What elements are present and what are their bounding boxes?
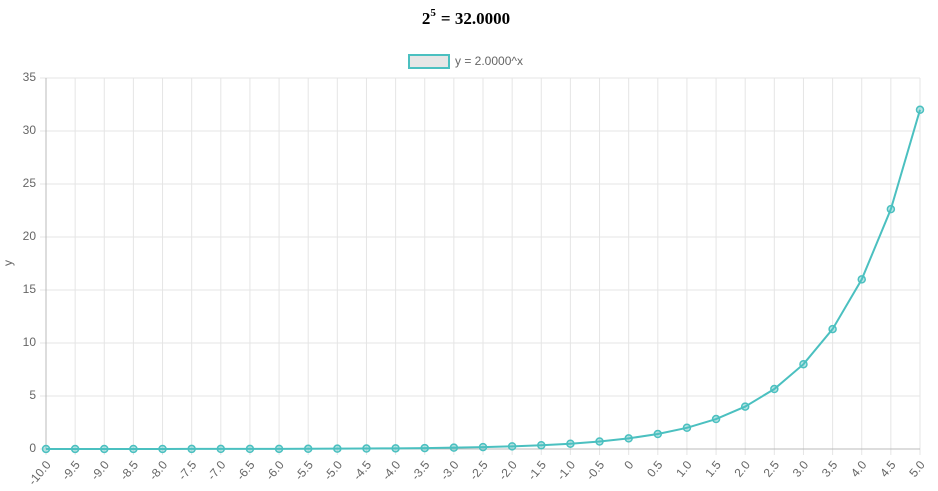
x-tick-label: 2.0 bbox=[731, 458, 753, 480]
y-axis-label: y bbox=[1, 260, 15, 266]
point bbox=[711, 414, 721, 424]
point bbox=[274, 444, 284, 454]
point bbox=[857, 275, 866, 284]
title-result: = 32.0000 bbox=[441, 9, 510, 28]
x-tick-label: -2.0 bbox=[496, 458, 520, 483]
legend-swatch bbox=[408, 54, 450, 69]
x-tick-label: -0.5 bbox=[583, 458, 607, 483]
x-tick-label: -10.0 bbox=[25, 458, 54, 488]
x-tick-label: -7.0 bbox=[205, 458, 229, 483]
x-tick-label: -4.0 bbox=[379, 458, 403, 483]
y-tick-label: 25 bbox=[23, 176, 37, 190]
x-tick-label: -5.5 bbox=[292, 458, 316, 483]
y-tick-label: 15 bbox=[23, 282, 37, 296]
legend-label: y = 2.0000^x bbox=[455, 54, 523, 68]
x-tick-label: 5.0 bbox=[906, 458, 928, 480]
x-tick-label: -9.0 bbox=[88, 458, 112, 483]
title-exponent: 5 bbox=[430, 7, 436, 19]
point bbox=[799, 359, 808, 369]
x-tick-label: -1.0 bbox=[554, 458, 578, 483]
x-tick-label: -9.5 bbox=[59, 458, 83, 483]
point bbox=[915, 105, 925, 115]
point bbox=[158, 444, 167, 454]
point bbox=[303, 444, 313, 454]
point bbox=[740, 402, 750, 411]
point bbox=[449, 443, 459, 452]
x-tick-label: 0 bbox=[621, 458, 636, 472]
x-tick-label: -2.5 bbox=[467, 458, 491, 483]
point bbox=[100, 444, 109, 454]
x-tick-label: 0.5 bbox=[644, 458, 666, 480]
point bbox=[886, 204, 896, 214]
point bbox=[245, 444, 255, 454]
point bbox=[537, 440, 546, 450]
line bbox=[46, 109, 921, 450]
x-tick-label: 1.0 bbox=[673, 458, 695, 480]
point bbox=[362, 444, 371, 453]
x-tick-label: -8.5 bbox=[117, 458, 141, 483]
y-tick-label: 20 bbox=[23, 229, 37, 243]
point bbox=[566, 439, 575, 448]
point bbox=[828, 324, 837, 334]
y-tick-label: 5 bbox=[29, 388, 36, 402]
point bbox=[129, 444, 138, 454]
point bbox=[420, 443, 429, 453]
x-tick-label: -4.5 bbox=[350, 458, 374, 483]
point bbox=[507, 442, 517, 451]
title-base: 2 bbox=[422, 9, 431, 28]
point bbox=[187, 444, 196, 454]
point bbox=[70, 444, 80, 454]
x-tick-label: -1.5 bbox=[525, 458, 549, 483]
point bbox=[595, 437, 604, 446]
x-tick-label: -7.5 bbox=[175, 458, 199, 483]
point bbox=[333, 444, 342, 453]
x-tick-label: 3.5 bbox=[819, 458, 841, 480]
x-tick-label: -6.0 bbox=[263, 458, 287, 483]
y-tick-label: 30 bbox=[23, 123, 37, 137]
point bbox=[216, 444, 226, 454]
point bbox=[624, 434, 633, 443]
x-tick-label: -3.5 bbox=[408, 458, 432, 483]
chart-title: 25 = 32.0000 bbox=[422, 7, 510, 28]
y-tick-label: 0 bbox=[29, 441, 36, 455]
x-tick-label: -6.5 bbox=[234, 458, 258, 483]
x-tick-label: -5.0 bbox=[321, 458, 345, 483]
x-tick-label: 3.0 bbox=[790, 458, 812, 480]
point bbox=[41, 444, 51, 454]
y-tick-label: 35 bbox=[23, 70, 37, 84]
point bbox=[391, 444, 400, 453]
y-tick-label: 10 bbox=[23, 335, 37, 349]
x-tick-label: -3.0 bbox=[438, 458, 462, 483]
x-tick-label: 4.5 bbox=[877, 458, 899, 480]
x-tick-label: 4.0 bbox=[848, 458, 870, 480]
x-tick-label: 2.5 bbox=[761, 458, 783, 480]
point bbox=[653, 429, 663, 439]
point bbox=[682, 423, 692, 433]
x-tick-label: -8.0 bbox=[146, 458, 170, 483]
x-tick-label: 1.5 bbox=[702, 458, 724, 480]
point bbox=[478, 442, 488, 452]
point bbox=[770, 384, 779, 394]
